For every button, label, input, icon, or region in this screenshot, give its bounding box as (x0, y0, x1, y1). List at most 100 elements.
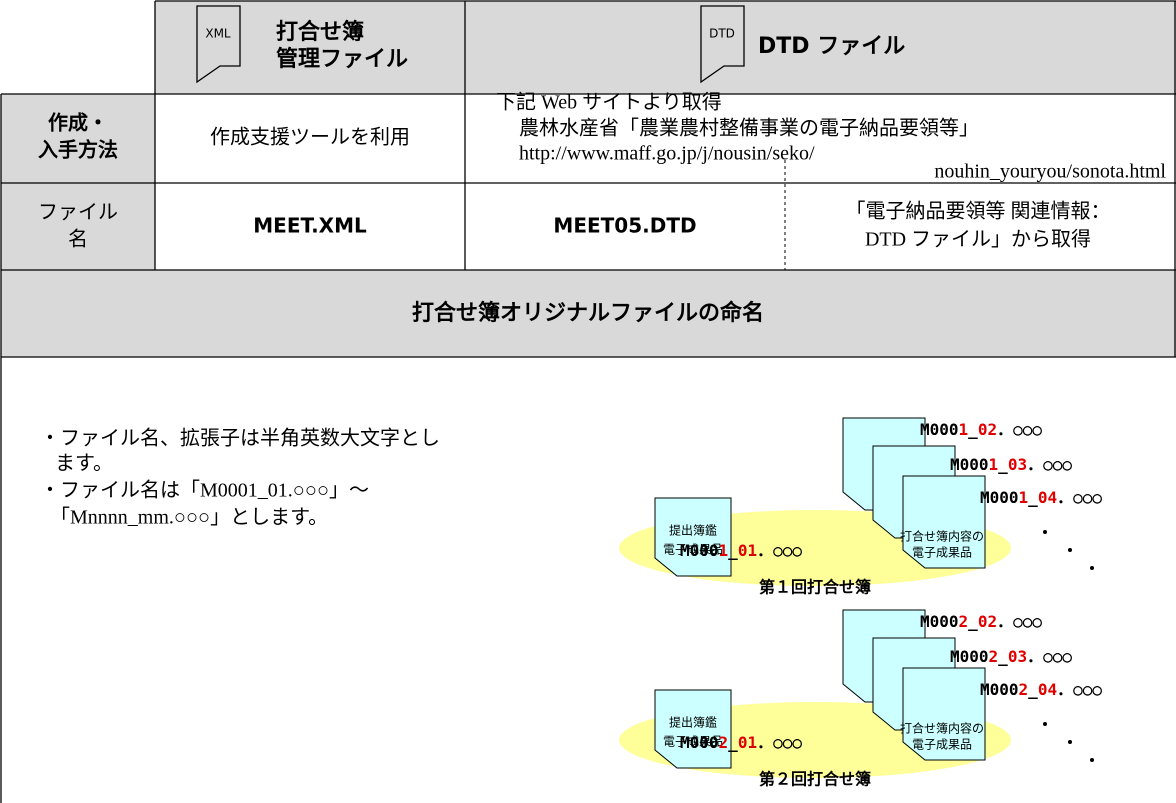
label-bg (1, 94, 155, 270)
ellipsis-dot (1043, 722, 1047, 726)
file-name-part: ．○○○ (1027, 647, 1072, 666)
file-name-part: 2 (989, 647, 999, 666)
file-name: M0001_01．○○○ (680, 541, 802, 560)
file-name-part: 1 (989, 455, 999, 474)
file-name-part: ．○○○ (757, 733, 802, 752)
ellipsis-dot (1090, 566, 1094, 570)
document (654, 497, 732, 577)
group-caption: 第１回打合せ簿 (759, 578, 871, 597)
section-title: 打合せ簿オリジナルファイルの命名 (412, 300, 764, 326)
diagram: 提出簿鑑電子成果品打合せ簿内容の電子成果品M0001_01．○○○M0001_0… (619, 417, 1102, 789)
file-name-part: 1 (719, 541, 729, 560)
document (902, 667, 986, 761)
xml-title: 打合せ簿 (276, 19, 364, 45)
file-name-part: 03 (1008, 647, 1027, 666)
file-name-part: ．○○○ (1057, 488, 1102, 507)
file-name-part: 1 (1019, 488, 1029, 507)
file-name: M0002_02．○○○ (920, 612, 1042, 631)
cell-text: 農林水産省「農業農村整備事業の電子納品要領等」 (519, 117, 979, 140)
header-bg (155, 1, 1176, 94)
ellipsis-dot (1090, 758, 1094, 762)
doc-label: 電子成果品 (912, 546, 972, 560)
file-name-part: 01 (738, 541, 757, 560)
doc-label: 提出簿鑑 (669, 523, 717, 538)
doc-label: 提出簿鑑 (669, 715, 717, 730)
file-name-part: M000 (680, 541, 719, 560)
row-label: 入手方法 (38, 138, 118, 162)
doc-label: 電子成果品 (663, 543, 723, 557)
file-name-part: _ (968, 612, 978, 631)
file-name-part: _ (728, 733, 738, 752)
cell-text: DTD ファイル」から取得 (865, 228, 1091, 251)
file-name-part: M000 (980, 680, 1019, 699)
row-label: 作成・ (48, 111, 108, 135)
cell-text: http://www.maff.go.jp/j/nousin/seko/ (519, 143, 815, 165)
file-group: 提出簿鑑電子成果品打合せ簿内容の電子成果品M0001_01．○○○M0001_0… (619, 417, 1102, 597)
file-name-part: _ (1028, 488, 1038, 507)
file-name-part: M000 (920, 612, 959, 631)
group-caption: 第２回打合せ簿 (759, 770, 871, 789)
file-name-part: _ (728, 541, 738, 560)
file-name-part: 02 (978, 612, 997, 631)
ellipsis-dot (1043, 530, 1047, 534)
ellipsis-dot (1068, 740, 1072, 744)
doc-label: 電子成果品 (912, 738, 972, 752)
file-name-part: 03 (1008, 455, 1027, 474)
file-name-part: 04 (1038, 488, 1057, 507)
file-name-part: M000 (980, 488, 1019, 507)
file-name: M0001_03．○○○ (950, 455, 1072, 474)
file-name: M0002_03．○○○ (950, 647, 1072, 666)
file-name-part: 2 (959, 612, 969, 631)
xml-title: 管理ファイル (276, 46, 408, 72)
file-name-part: 04 (1038, 680, 1057, 699)
file-name-part: 01 (738, 733, 757, 752)
row-label: 名 (68, 227, 88, 251)
cell-text: 作成支援ツールを利用 (210, 126, 410, 149)
file-name-part: ．○○○ (1027, 455, 1072, 474)
cell-text: 下記 Web サイトより取得 (496, 91, 722, 114)
bullet-text: ・ファイル名、拡張子は半角英数大文字とし (40, 427, 440, 450)
file-name-part: M000 (950, 455, 989, 474)
file-group: 提出簿鑑電子成果品打合せ簿内容の電子成果品M0002_01．○○○M0002_0… (619, 609, 1102, 789)
doc-label: 打合せ簿内容の (900, 529, 984, 544)
file-name-part: 1 (959, 420, 969, 439)
file-name: M0001_02．○○○ (920, 420, 1042, 439)
document (902, 475, 986, 569)
file-name-part: M000 (680, 733, 719, 752)
dtd-icon-label: DTD (709, 27, 735, 41)
file-name-part: 2 (719, 733, 729, 752)
dtd-title: DTD ファイル (758, 34, 905, 59)
file-name-part: _ (1028, 680, 1038, 699)
file-name-part: ．○○○ (1057, 680, 1102, 699)
file-name-part: ．○○○ (757, 541, 802, 560)
naming-bg (1, 270, 1176, 357)
file-name-part: M000 (920, 420, 959, 439)
file-name: M0002_01．○○○ (680, 733, 802, 752)
xml-icon (196, 5, 241, 84)
file-name-part: ．○○○ (997, 612, 1042, 631)
row-label: ファイル (38, 200, 118, 224)
cell-text: nouhin_youryou/sonota.html (934, 161, 1166, 183)
doc-label: 打合せ簿内容の (900, 721, 984, 736)
xml-icon-label: XML (205, 27, 231, 41)
cell-text: MEET.XML (253, 214, 367, 238)
file-name-part: _ (998, 455, 1008, 474)
doc-label: 電子成果品 (663, 735, 723, 749)
file-name-part: 02 (978, 420, 997, 439)
bullet-text: 「Mnnnn_mm.○○○」とします。 (50, 506, 328, 529)
ellipsis-dot (1068, 548, 1072, 552)
bullet-text: ・ファイル名は「M0001_01.○○○」～ (40, 479, 369, 502)
document (654, 689, 732, 769)
file-name-part: _ (968, 420, 978, 439)
dtd-icon (700, 5, 745, 84)
file-name: M0001_04．○○○ (980, 488, 1102, 507)
file-name-part: ．○○○ (997, 420, 1042, 439)
cell-text: 「電子納品要領等 関連情報： (846, 200, 1111, 223)
cell-text: MEET05.DTD (553, 214, 696, 238)
file-name: M0002_04．○○○ (980, 680, 1102, 699)
file-name-part: 2 (1019, 680, 1029, 699)
file-name-part: _ (998, 647, 1008, 666)
bullet-text: ます。 (55, 453, 113, 475)
